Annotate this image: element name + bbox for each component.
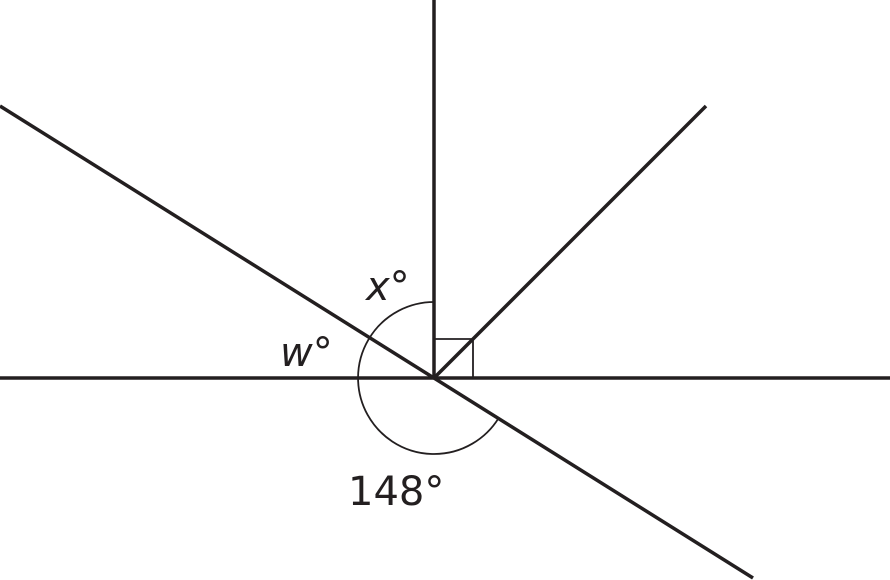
right-angle-marker xyxy=(434,338,474,378)
angle-arc xyxy=(357,301,500,455)
label-148-angle: 148° xyxy=(348,469,444,515)
diagonal-line xyxy=(0,104,754,580)
label-w-angle: w° xyxy=(280,330,333,376)
diagonal-ray-upper-right xyxy=(432,104,708,380)
label-x-angle: x° xyxy=(364,264,410,310)
